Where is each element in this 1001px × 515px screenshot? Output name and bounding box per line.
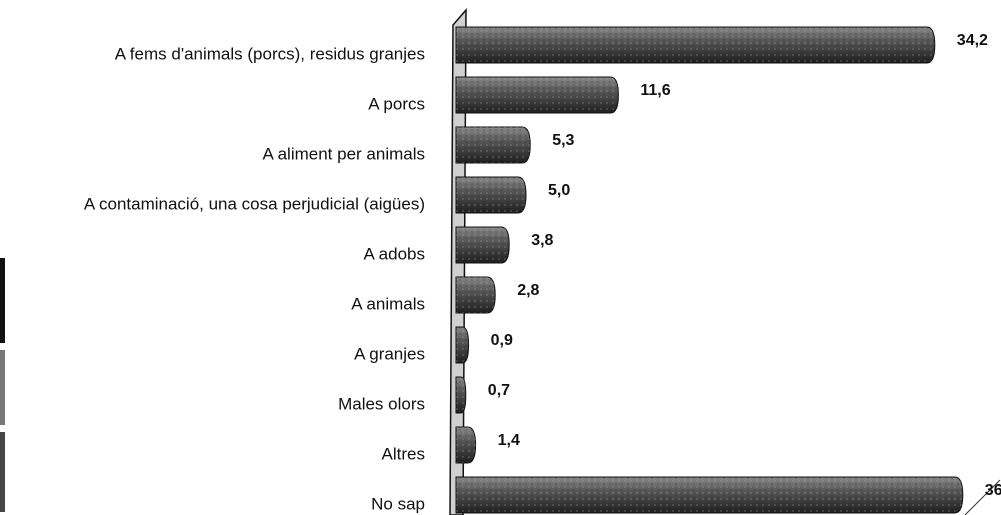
value-label: 2,8 (517, 282, 539, 299)
value-label: 3,8 (531, 232, 553, 249)
bar-texture (456, 27, 935, 63)
legend-fragment (0, 350, 5, 425)
y-tick-label: Males olors (338, 394, 425, 413)
bar-texture (456, 77, 619, 113)
value-label: 36,2 (985, 482, 1001, 499)
value-label: 5,0 (548, 182, 570, 199)
value-label: 11,6 (640, 82, 670, 99)
value-label: 0,9 (491, 332, 513, 349)
bar-texture (456, 227, 510, 263)
y-tick-label: A fems d'animals (porcs), residus granje… (115, 44, 425, 63)
bar-texture (456, 377, 466, 413)
y-tick-label: A adobs (364, 244, 425, 263)
y-tick-label: A porcs (368, 94, 425, 113)
legend-fragment (0, 258, 5, 343)
bar-texture (456, 127, 531, 163)
bar-texture (456, 177, 526, 213)
value-label: 0,7 (488, 382, 510, 399)
y-tick-label: A aliment per animals (262, 144, 425, 163)
value-label: 34,2 (957, 32, 988, 49)
y-tick-label: A granjes (354, 344, 425, 363)
floor-edge (964, 479, 1001, 515)
y-tick-label: No sap (371, 494, 425, 513)
value-label: 1,4 (498, 432, 520, 449)
y-tick-label: A contaminació, una cosa perjudicial (ai… (84, 194, 425, 213)
bar-texture (456, 327, 469, 363)
bar-texture (456, 477, 963, 513)
legend-fragment (0, 432, 5, 512)
value-label: 5,3 (552, 132, 574, 149)
plot: A fems d'animals (porcs), residus granje… (84, 26, 1001, 514)
bar-texture (456, 277, 496, 313)
y-tick-label: Altres (382, 444, 425, 463)
y-tick-label: A animals (351, 294, 425, 313)
bar-texture (456, 427, 476, 463)
